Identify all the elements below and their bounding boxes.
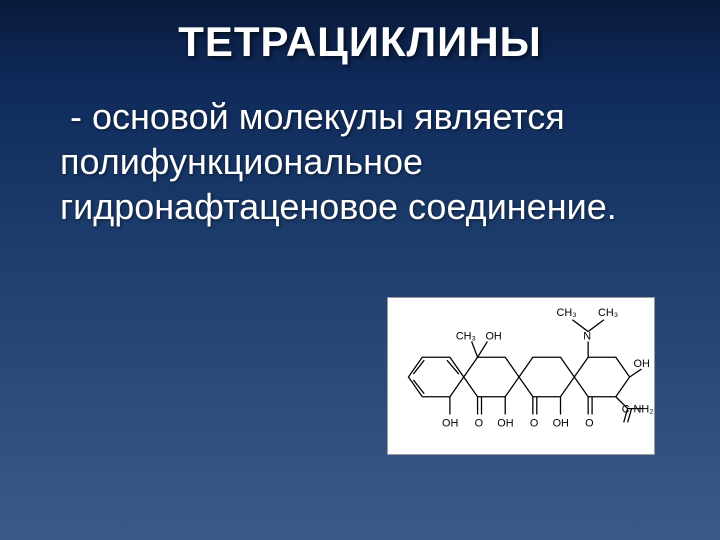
label-c: C: [622, 404, 630, 416]
label-n: N: [583, 330, 591, 342]
slide-title: ТЕТРАЦИКЛИНЫ: [0, 0, 720, 66]
label-ch3-top: CH₃: [557, 307, 577, 319]
label-oh2: OH: [634, 358, 650, 370]
label-nh2: NH₂: [634, 404, 654, 416]
label-oh4: OH: [497, 417, 513, 429]
label-ch3-right: CH₃: [598, 307, 618, 319]
label-oh5: OH: [553, 417, 569, 429]
label-o3: O: [585, 417, 593, 429]
label-ch3-left: CH₃: [456, 330, 476, 342]
label-oh3: OH: [442, 417, 458, 429]
label-oh1: OH: [485, 330, 501, 342]
molecule-diagram: CH₃ OH CH₃ CH₃ N OH OH O OH O OH O C NH₂: [387, 297, 655, 455]
label-o2: O: [530, 417, 538, 429]
molecule-svg: CH₃ OH CH₃ CH₃ N OH OH O OH O OH O C NH₂: [388, 298, 654, 454]
slide-body: - основой молекулы является полифункцион…: [0, 66, 720, 229]
label-o1: O: [475, 417, 483, 429]
